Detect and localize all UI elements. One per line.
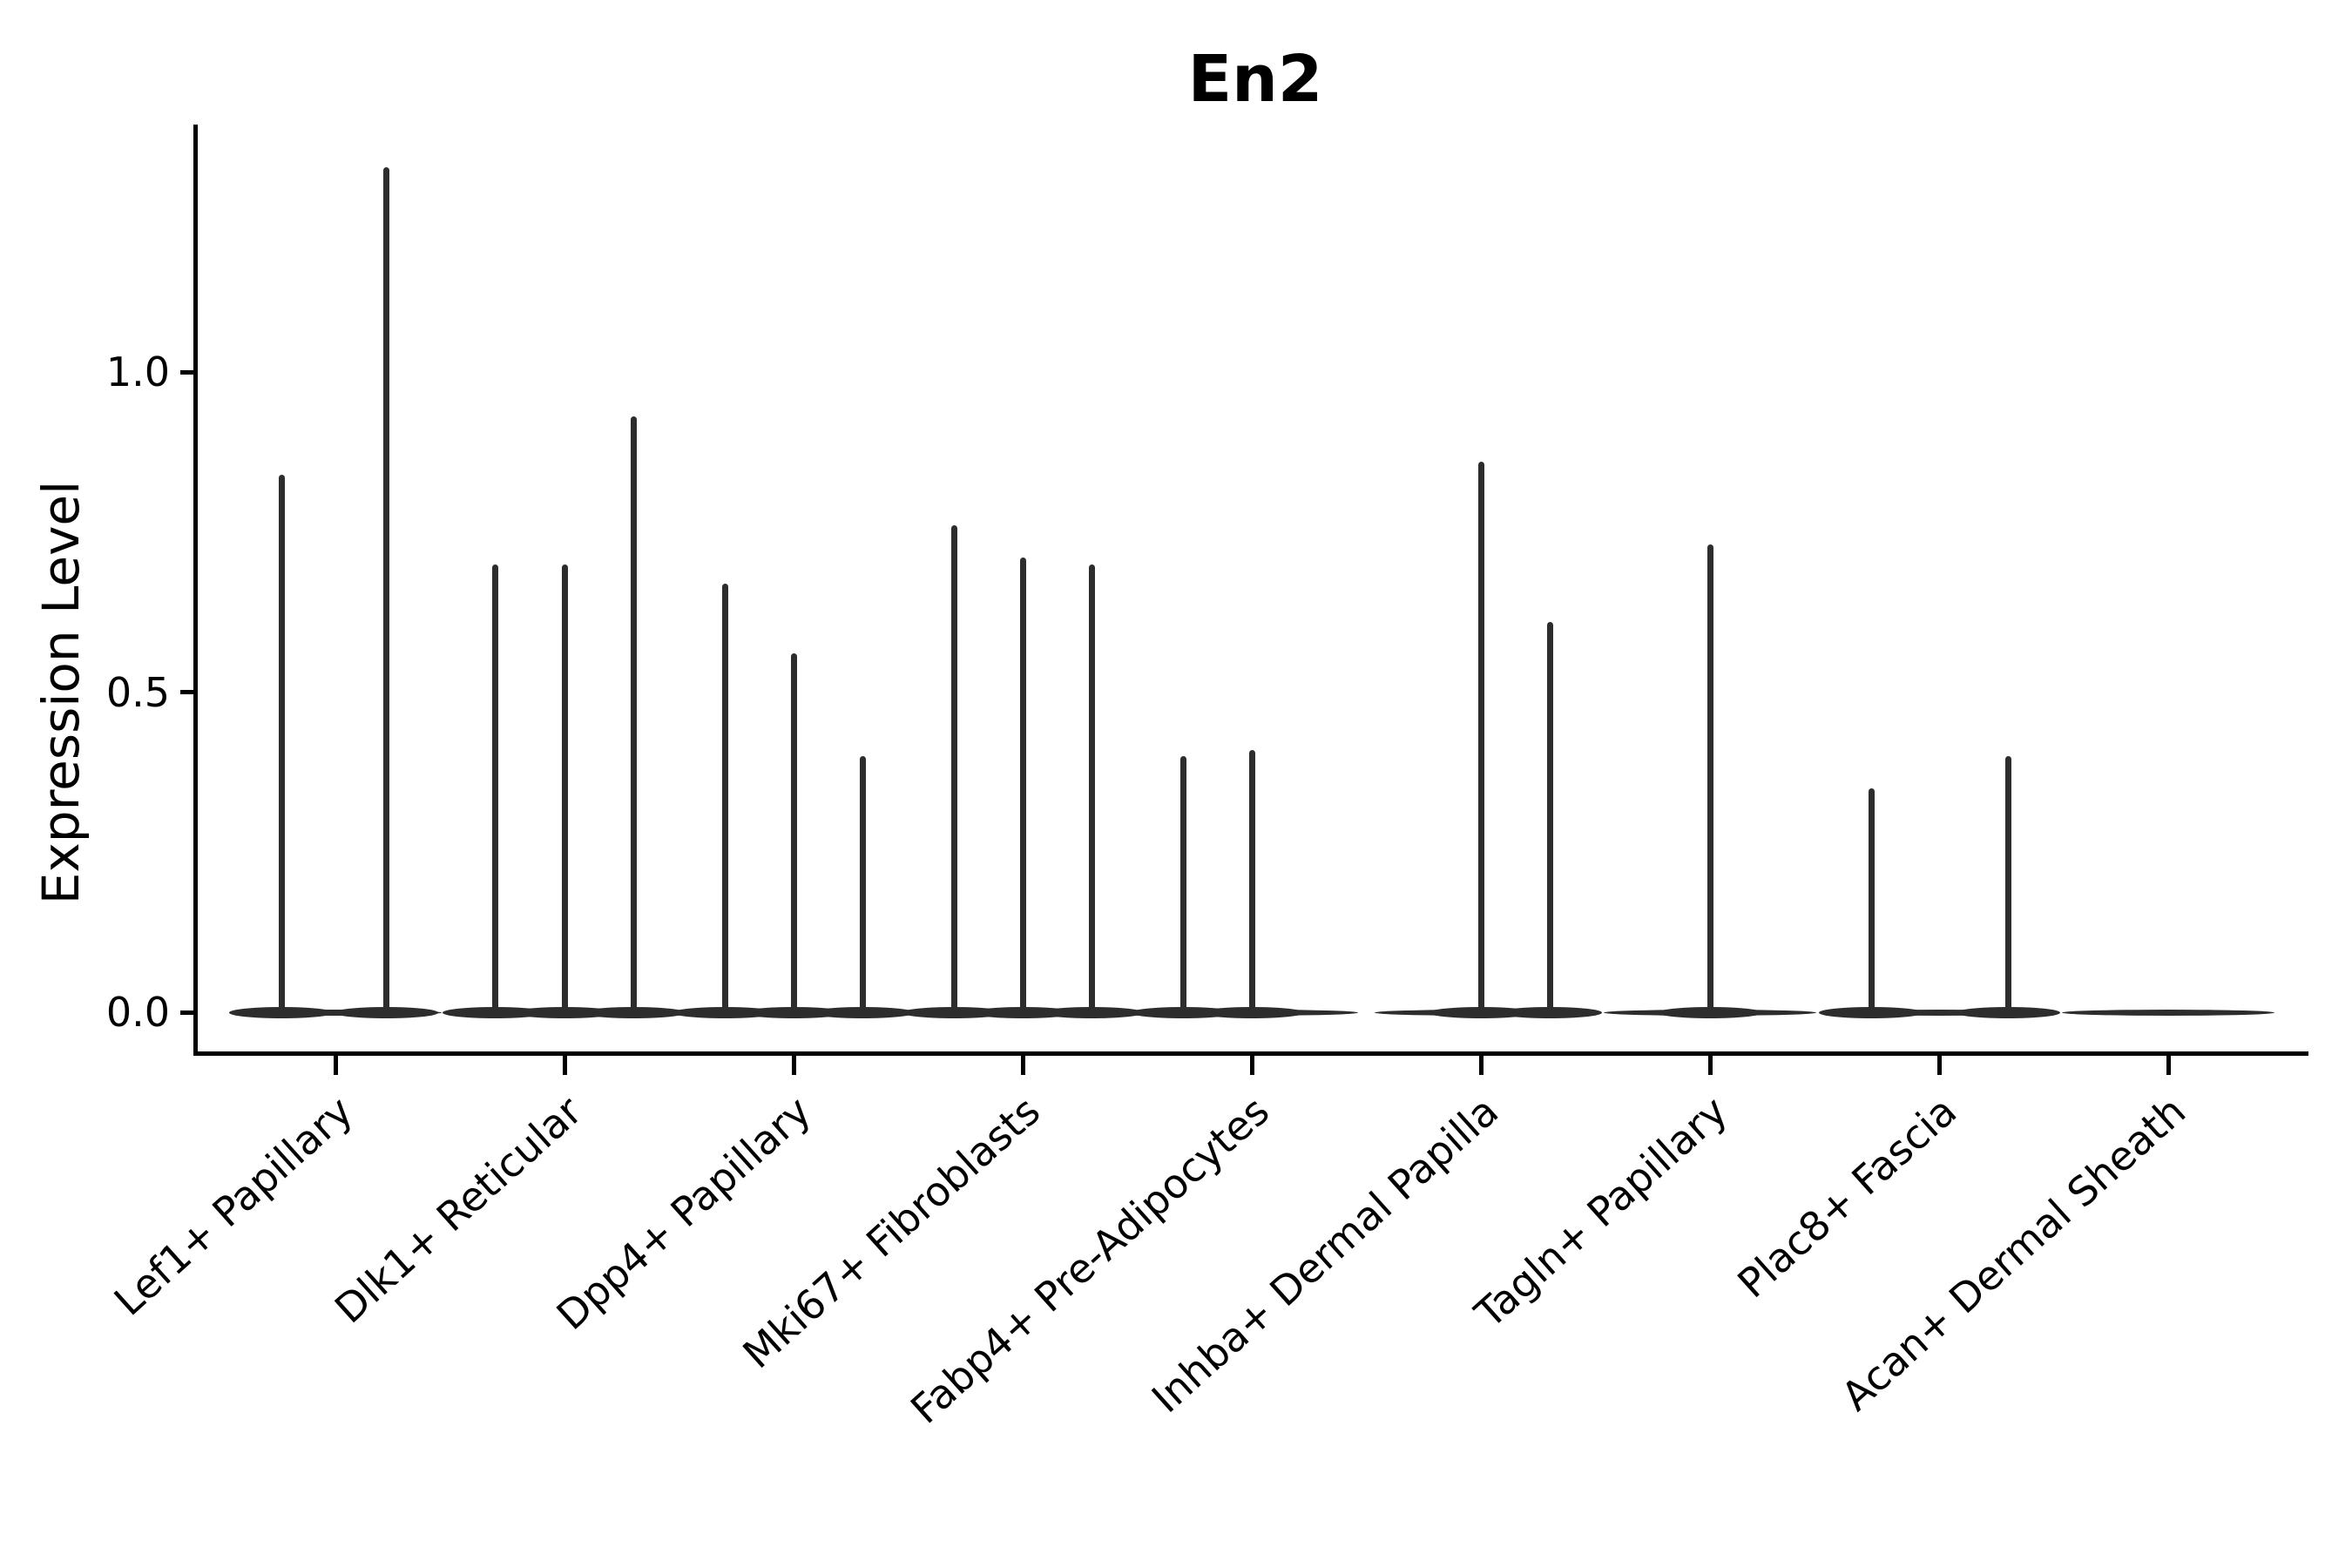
x-tick-mark bbox=[1936, 1056, 1942, 1075]
plot-title: En2 bbox=[1187, 42, 1323, 117]
y-tick-mark bbox=[180, 690, 198, 694]
violin-spike bbox=[1088, 564, 1095, 1012]
violin-spike bbox=[859, 756, 866, 1012]
violin-density-bulge bbox=[1039, 1006, 1144, 1018]
y-tick-mark bbox=[180, 369, 198, 375]
violin-spike bbox=[2004, 756, 2011, 1012]
violin-density-bulge bbox=[1819, 1006, 1923, 1018]
x-tick-label: Tagln+ Papillary bbox=[1466, 1087, 1737, 1337]
x-tick-mark bbox=[1478, 1056, 1484, 1075]
x-tick-mark bbox=[333, 1056, 338, 1075]
violin-spike bbox=[1707, 544, 1713, 1012]
violin-spike bbox=[561, 564, 568, 1012]
y-tick-label: 1.0 bbox=[105, 348, 170, 395]
violin-spike bbox=[790, 653, 797, 1012]
x-axis-spine bbox=[193, 1051, 2308, 1056]
violin-density-bulge bbox=[1497, 1006, 1602, 1018]
violin-spike bbox=[1019, 558, 1026, 1012]
violin-density-bulge bbox=[581, 1006, 686, 1018]
violin-spike bbox=[278, 474, 285, 1012]
x-tick-mark bbox=[1249, 1056, 1254, 1075]
x-tick-mark bbox=[2166, 1056, 2171, 1075]
x-tick-label: Plac8+ Fascia bbox=[1728, 1087, 1966, 1308]
x-tick-mark bbox=[1707, 1056, 1713, 1075]
violin-spike bbox=[950, 525, 957, 1012]
violin-density-bulge bbox=[1956, 1006, 2060, 1018]
violin-density-bulge bbox=[1658, 1006, 1762, 1018]
y-tick-mark bbox=[180, 1010, 198, 1015]
y-axis-spine bbox=[193, 125, 198, 1056]
violin-spike bbox=[1179, 756, 1186, 1012]
x-tick-label: Lef1+ Papillary bbox=[105, 1087, 362, 1325]
x-tick-mark bbox=[1020, 1056, 1025, 1075]
violin-spike bbox=[382, 166, 389, 1012]
violin-density-bulge bbox=[810, 1006, 915, 1018]
violin-base bbox=[1833, 1009, 2045, 1016]
y-tick-label: 0.0 bbox=[105, 989, 170, 1036]
x-tick-label: Dlk1+ Reticular bbox=[326, 1087, 591, 1333]
violin-density-bulge bbox=[334, 1006, 438, 1018]
violin-spike bbox=[721, 583, 728, 1012]
violin-spike bbox=[1477, 461, 1484, 1012]
violin-base bbox=[2062, 1009, 2274, 1016]
y-tick-label: 0.5 bbox=[105, 668, 170, 716]
y-axis-label: Expression Level bbox=[31, 480, 91, 905]
violin-spike bbox=[1868, 787, 1875, 1012]
violin-spike bbox=[630, 416, 637, 1012]
x-tick-mark bbox=[562, 1056, 567, 1075]
violin-density-bulge bbox=[1200, 1006, 1304, 1018]
violin-spike bbox=[491, 564, 498, 1012]
violin-spike bbox=[1546, 621, 1553, 1012]
violin-spike bbox=[1248, 749, 1255, 1012]
violin-density-bulge bbox=[229, 1006, 334, 1018]
x-tick-mark bbox=[791, 1056, 796, 1075]
